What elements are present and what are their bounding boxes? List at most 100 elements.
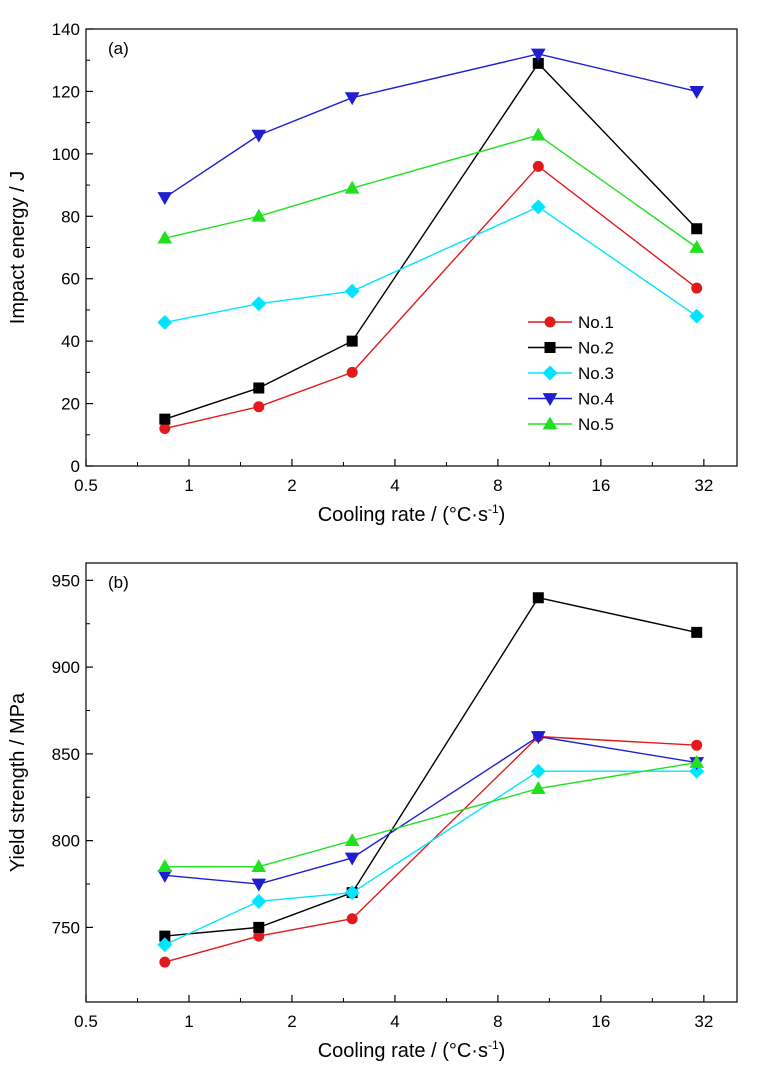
series-No4 [157,48,705,206]
data-point [530,763,546,779]
data-point [532,592,544,604]
data-point [689,308,705,324]
x-axis-title-superscript: -1 [488,1038,499,1052]
data-point [689,755,705,768]
plot-frame [85,28,738,467]
data-point [530,127,546,141]
data-point [691,739,703,751]
data-point [251,859,267,873]
legend-item: No.4 [528,390,614,409]
data-point [251,208,267,222]
panel-label: (a) [108,39,129,58]
data-point [251,296,267,312]
y-tick-label: 60 [61,270,80,289]
x-tick-label: 4 [390,476,399,495]
x-axis-title: Cooling rate / (°C·s-1) [318,502,506,526]
y-axis-title: Impact energy / J [7,171,29,324]
y-tick-label: 800 [52,832,80,851]
x-tick-label: 32 [694,476,713,495]
x-axis-title-main: Cooling rate / (°C·s [318,1040,488,1062]
data-point [157,937,173,953]
legend-label: No.2 [578,339,614,358]
x-axis-title-main: Cooling rate / (°C·s [318,504,488,526]
series-line [164,134,698,249]
legend-marker [542,416,558,430]
data-point [689,86,705,99]
data-point [344,833,360,847]
data-point [344,180,360,194]
legend-marker [544,342,556,353]
x-axis-title: Cooling rate / (°C·s-1) [318,1038,506,1062]
legend-item: No.3 [528,364,614,383]
data-point [159,930,171,942]
x-tick-label: 32 [694,1012,713,1031]
plot-frame [85,562,738,1003]
data-point [530,48,546,62]
series-No5 [157,755,705,873]
series-No3 [157,199,705,330]
series-line [164,165,698,430]
legend-label: No.1 [578,313,614,332]
x-tick-label: 1 [184,1012,193,1031]
data-point [691,626,703,638]
x-tick-label: 8 [493,1012,502,1031]
series-No1 [159,160,703,435]
data-point [346,366,358,378]
x-tick-label: 2 [287,476,296,495]
data-point [157,859,173,873]
data-point [251,129,267,143]
series-line [164,53,697,199]
y-axis-title: Yield strength / MPa [7,692,29,872]
data-point [157,314,173,330]
data-point [157,192,173,206]
series-line [164,770,697,946]
data-point [253,921,265,933]
x-tick-label: 16 [591,1012,610,1031]
data-point [251,878,267,892]
y-tick-label: 750 [52,918,80,937]
x-axis-title-close: ) [499,1040,506,1062]
chart-panel-a: 0.5 1 2 4 8 16 32 0 20 40 60 80 100 120 140 Cooling rat… [7,20,738,526]
x-axis-title-superscript: -1 [488,502,499,516]
data-point [344,92,360,106]
y-tick-label: 900 [52,658,80,677]
data-point [532,160,544,172]
y-tick-label: 80 [61,207,80,226]
data-point [530,731,546,745]
x-axis-title-close: ) [499,504,506,526]
y-tick-label: 120 [52,82,80,101]
series-line [164,761,697,868]
series-line [164,596,697,937]
legend-label: No.5 [578,415,614,434]
series-No5 [157,127,705,253]
x-tick-label: 2 [287,1012,296,1031]
data-point [159,413,171,425]
series-No2 [159,592,703,942]
panel-label: (b) [108,573,129,592]
data-point [346,913,358,925]
legend-marker [542,393,558,407]
data-point [344,852,360,866]
data-point [689,763,705,779]
x-tick-label: 0.5 [74,476,98,495]
data-point [691,223,703,235]
legend-label: No.3 [578,364,614,383]
series-line [164,62,698,420]
y-tick-label: 40 [61,332,80,351]
x-tick-label: 4 [390,1012,399,1031]
data-point [253,382,265,394]
data-point [689,239,705,253]
y-tick-label: 850 [52,745,80,764]
data-point [344,283,360,299]
y-tick-label: 100 [52,145,80,164]
data-point [157,230,173,244]
data-point [530,781,546,794]
data-point [253,401,265,413]
y-tick-label: 0 [71,457,80,476]
legend-marker [544,316,556,328]
y-tick-label: 140 [52,20,80,39]
x-tick-label: 8 [493,476,502,495]
legend-item: No.1 [528,313,614,332]
x-tick-label: 0.5 [74,1012,98,1031]
